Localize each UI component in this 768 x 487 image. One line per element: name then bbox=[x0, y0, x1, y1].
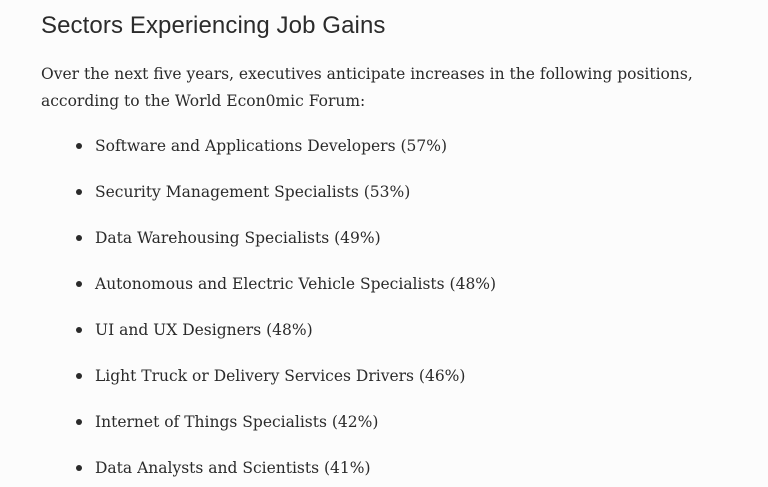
bullet-icon bbox=[76, 189, 82, 195]
bullet-icon bbox=[76, 281, 82, 287]
list-item-text: Light Truck or Delivery Services Drivers… bbox=[95, 367, 466, 385]
intro-paragraph: Over the next five years, executives ant… bbox=[41, 65, 693, 110]
list-item-text: Autonomous and Electric Vehicle Speciali… bbox=[95, 275, 497, 293]
list-item-text: UI and UX Designers (48%) bbox=[95, 321, 313, 339]
list-item-text: Data Warehousing Specialists (49%) bbox=[95, 229, 381, 247]
list-item-text: Data Analysts and Scientists (41%) bbox=[95, 459, 371, 477]
list-item: Internet of Things Specialists (42%) bbox=[76, 409, 378, 435]
bullet-icon bbox=[76, 373, 82, 379]
list-item-text: Software and Applications Developers (57… bbox=[95, 137, 448, 155]
list-item: UI and UX Designers (48%) bbox=[76, 317, 313, 343]
bullet-icon bbox=[76, 465, 82, 471]
list-item: Data Analysts and Scientists (41%) bbox=[76, 455, 371, 481]
list-item: Autonomous and Electric Vehicle Speciali… bbox=[76, 271, 496, 297]
list-item: Software and Applications Developers (57… bbox=[76, 133, 447, 159]
bullet-icon bbox=[76, 235, 82, 241]
list-item: Light Truck or Delivery Services Drivers… bbox=[76, 363, 465, 389]
list-item-text: Security Management Specialists (53%) bbox=[95, 183, 411, 201]
list-item: Data Warehousing Specialists (49%) bbox=[76, 225, 381, 251]
section-heading: Sectors Experiencing Job Gains bbox=[41, 12, 386, 39]
bullet-icon bbox=[76, 143, 82, 149]
bullet-icon bbox=[76, 327, 82, 333]
list-item-text: Internet of Things Specialists (42%) bbox=[95, 413, 379, 431]
bullet-icon bbox=[76, 419, 82, 425]
list-item: Security Management Specialists (53%) bbox=[76, 179, 410, 205]
